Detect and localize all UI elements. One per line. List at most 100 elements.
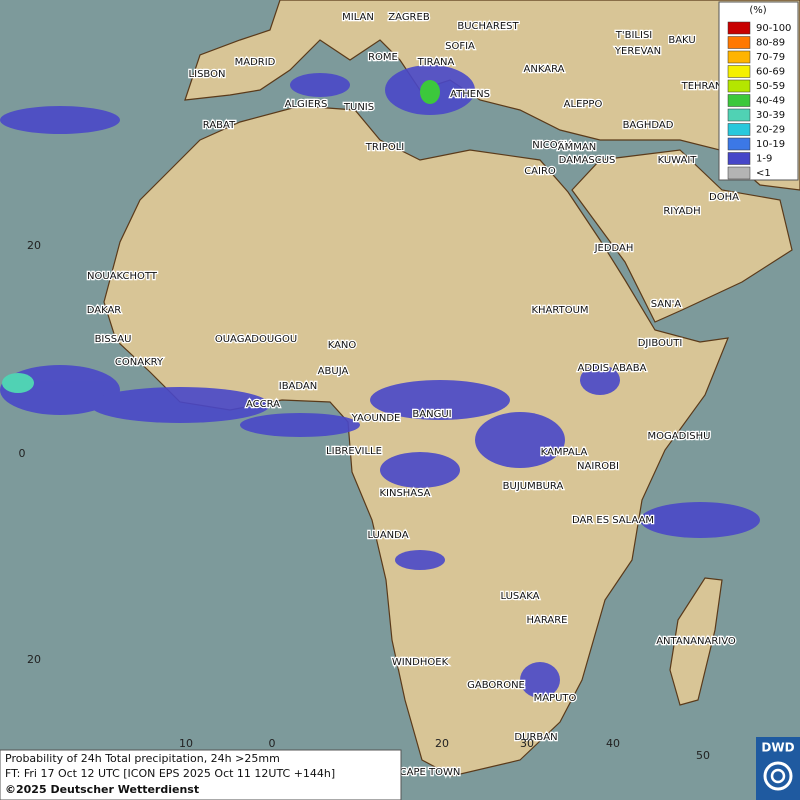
city-label: BAKU (668, 35, 695, 46)
legend-items: 90-100 80-89 70-79 60-69 50-59 40-49 30-39 20-2… (727, 21, 791, 180)
city-label: KAMPALA (541, 447, 588, 458)
precip-area (380, 452, 460, 488)
legend-swatch (727, 137, 751, 151)
legend-title: (%) (749, 5, 766, 16)
city-label: CAIRO (524, 166, 556, 177)
city-label: RIYADH (663, 206, 700, 217)
legend-label: 60-69 (756, 67, 785, 78)
europe-middle-east (184, 0, 800, 191)
city-label: BANGUI (412, 409, 451, 420)
city-label: LUSAKA (501, 591, 540, 602)
graticule-label: 50 (696, 749, 710, 762)
city-label: NICOSIA (532, 140, 574, 151)
legend-swatch (727, 79, 751, 93)
legend-swatch (727, 65, 751, 78)
arabia (571, 149, 793, 323)
city-label: DAR ES SALAAM (572, 515, 654, 526)
city-label: YAOUNDE (351, 413, 401, 424)
city-label: SAN'A (651, 299, 682, 310)
precip-area (240, 413, 360, 437)
graticule-label: 0 (269, 737, 276, 750)
city-label: IBADAN (279, 381, 318, 392)
city-label: DOHA (709, 192, 739, 203)
graticule-label: 0 (19, 447, 26, 460)
city-label: ALEPPO (564, 99, 603, 110)
city-label: LISBON (189, 69, 226, 80)
legend-swatch (727, 94, 751, 107)
city-label: NAIROBI (577, 461, 619, 472)
graticule-label: 30 (520, 737, 534, 750)
city-label: T'BILISI (615, 30, 652, 41)
city-label: KUWAIT (658, 155, 698, 166)
city-label: SOFIA (445, 41, 475, 52)
city-label: AMMAN (558, 142, 596, 153)
footer-box (0, 749, 402, 800)
legend-swatch (727, 108, 751, 122)
city-label: ZAGREB (388, 12, 430, 23)
city-label: ABUJA (318, 366, 349, 377)
city-label: LUANDA (367, 530, 408, 541)
graticule-label: 20 (27, 653, 41, 666)
labels: MILAN ZAGREB BUCHAREST SOFIA T'BILISI BAKU YER… (19, 11, 741, 780)
city-label: OUAGADOUGOU (215, 334, 297, 345)
legend-swatch (727, 36, 751, 49)
graticule-label: 40 (606, 737, 620, 750)
city-label: TRIPOLI (365, 142, 404, 153)
city-label: NOUAKCHOTT (87, 271, 158, 282)
precip-area (520, 662, 560, 698)
city-label: ADDIS ABABA (578, 363, 647, 374)
legend-swatch (727, 21, 751, 35)
city-label: DURBAN (514, 732, 557, 743)
legend-label: 90-100 (756, 23, 791, 34)
legend-swatch (727, 123, 751, 136)
city-label: RABAT (203, 120, 236, 131)
legend-swatch (727, 50, 751, 64)
precip-core (2, 373, 34, 393)
legend-label: 20-29 (756, 125, 785, 136)
legend-label: 80-89 (756, 38, 785, 49)
footer: Probability of 24h Total precipitation, … (0, 749, 402, 800)
city-label: MADRID (235, 57, 276, 68)
city-label: CONAKRY (115, 357, 164, 368)
logo: DWD (756, 737, 800, 800)
city-label: TUNIS (343, 102, 374, 113)
legend: (%) 90-100 80-89 70-79 60-69 50-59 40-49 30-39… (718, 1, 799, 181)
precip-core (420, 80, 440, 104)
city-label: TEHRAN (681, 81, 723, 92)
legend-swatch (727, 152, 751, 165)
city-label: GABORONE (467, 680, 525, 691)
city-label: DAKAR (87, 305, 122, 316)
city-label: ANTANANARIVO (656, 636, 736, 647)
city-label: KHARTOUM (531, 305, 588, 316)
logo-text: DWD (761, 741, 794, 755)
city-label: LIBREVILLE (326, 446, 382, 457)
city-label: YEREVAN (614, 46, 661, 57)
city-label: ANKARA (524, 64, 565, 75)
city-label: JEDDAH (594, 243, 634, 254)
city-label: BUCHAREST (457, 21, 519, 32)
graticule-label: 10 (179, 737, 193, 750)
logo-swirl (763, 761, 793, 791)
legend-label: 10-19 (756, 139, 785, 150)
city-label: KANO (328, 340, 357, 351)
precip-area (90, 387, 270, 423)
precip-area (290, 73, 350, 97)
precip-area (0, 106, 120, 134)
precip-area (640, 502, 760, 538)
city-label: BUJUMBURA (503, 481, 564, 492)
city-label: MAPUTO (534, 693, 577, 704)
legend-label: 30-39 (756, 110, 785, 121)
city-label: ALGIERS (285, 99, 328, 110)
legend-label: 1-9 (756, 154, 772, 165)
city-label: BAGHDAD (623, 120, 674, 131)
legend-label: 70-79 (756, 52, 785, 63)
legend-label: 40-49 (756, 96, 785, 107)
footer-title: Probability of 24h Total precipitation, … (5, 752, 280, 765)
city-label: TIRANA (417, 57, 455, 68)
precip-area (475, 412, 565, 468)
footer-forecast: FT: Fri 17 Oct 12 UTC [ICON EPS 2025 Oct… (5, 767, 335, 780)
city-label: MOGADISHU (648, 431, 711, 442)
legend-swatch (727, 166, 751, 180)
